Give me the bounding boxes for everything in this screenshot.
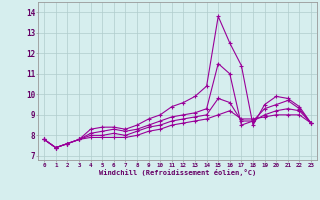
X-axis label: Windchill (Refroidissement éolien,°C): Windchill (Refroidissement éolien,°C) — [99, 169, 256, 176]
